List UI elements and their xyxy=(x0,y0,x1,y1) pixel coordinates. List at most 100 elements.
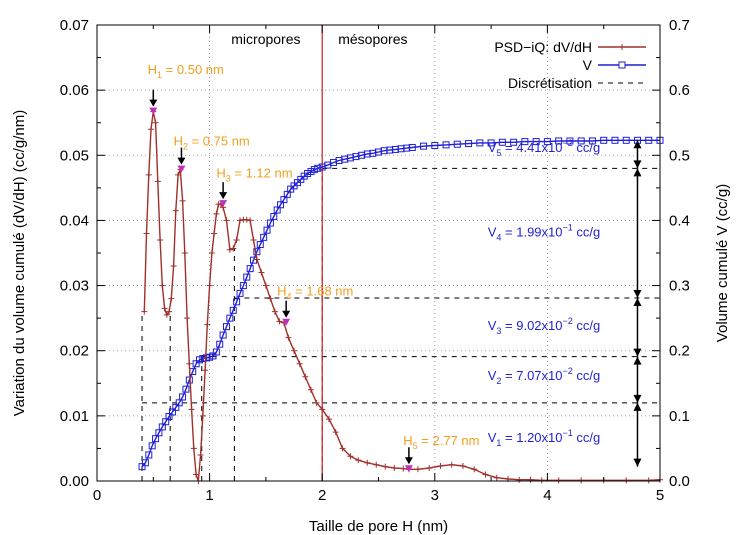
psd-point xyxy=(291,347,298,354)
v-point xyxy=(141,459,149,467)
psd-point xyxy=(143,230,150,237)
psd-point xyxy=(555,477,562,484)
psd-point xyxy=(208,250,215,256)
psd-point xyxy=(204,321,211,328)
psd-point xyxy=(437,463,444,470)
v-point xyxy=(212,348,220,356)
v-point xyxy=(270,213,278,221)
y-tick-label: 0.04 xyxy=(60,212,89,229)
psd-point xyxy=(332,429,339,436)
v-point xyxy=(145,451,153,459)
psd-point xyxy=(152,119,159,126)
psd-point xyxy=(493,474,500,481)
psd-point xyxy=(258,269,265,276)
psd-point xyxy=(262,282,269,289)
v-point xyxy=(236,289,244,297)
x-tick-label: 5 xyxy=(656,487,664,504)
psd-point xyxy=(516,476,523,483)
legend-label-v: V xyxy=(583,57,593,73)
psd-point xyxy=(482,471,489,478)
y-tick-label: 0.02 xyxy=(60,343,89,360)
v-point xyxy=(253,248,261,256)
psd-point xyxy=(391,464,398,471)
v-point xyxy=(453,140,461,148)
psd-point xyxy=(382,463,389,470)
v-point xyxy=(600,136,608,144)
v-point xyxy=(465,140,473,148)
v-point xyxy=(577,137,585,145)
peak-arrowhead xyxy=(282,310,291,318)
psd-point xyxy=(347,453,354,460)
peak-arrowhead xyxy=(149,99,158,107)
peak-marker xyxy=(404,465,413,473)
v-point xyxy=(222,323,230,331)
peak-label-2: H2 = 0.75 nm xyxy=(174,134,250,152)
psd-point xyxy=(157,236,164,243)
series xyxy=(138,108,664,484)
y2-tick-label: 0.6 xyxy=(669,82,690,99)
peak-marker xyxy=(177,165,186,173)
psd-point xyxy=(159,282,166,289)
psd-point xyxy=(645,477,652,484)
x-tick-label: 0 xyxy=(93,487,101,504)
v-point xyxy=(179,393,187,401)
volume-arrowhead xyxy=(633,394,642,403)
psd-point xyxy=(154,178,161,185)
psd-point xyxy=(527,476,534,483)
peak-marker xyxy=(149,107,158,115)
psd-point xyxy=(538,477,545,484)
psd-point xyxy=(202,367,209,374)
psd-point xyxy=(578,477,585,484)
psd-point xyxy=(319,406,326,413)
v-point xyxy=(219,331,227,339)
volume-arrowhead xyxy=(633,140,642,149)
peak-label-1: H1 = 0.50 nm xyxy=(148,62,224,80)
y-tick-label: 0.07 xyxy=(60,17,89,34)
v-point xyxy=(645,136,653,144)
y2-tick-label: 0.3 xyxy=(669,278,690,295)
psd-point xyxy=(233,236,240,243)
psd-point xyxy=(197,451,204,458)
v-point xyxy=(555,137,563,145)
psd-point xyxy=(459,463,466,470)
v-point xyxy=(408,143,416,151)
psd-point xyxy=(364,459,371,466)
psd-point xyxy=(168,295,175,302)
region-label-micropores: micropores xyxy=(231,31,300,47)
v-point xyxy=(148,442,156,450)
legend-label-psd: PSD−iQ: dV/dH xyxy=(494,39,592,55)
series-line-psd xyxy=(143,111,661,482)
psd-point xyxy=(313,399,320,406)
psd-point xyxy=(148,126,155,133)
psd-point xyxy=(237,217,244,224)
x-tick-label: 2 xyxy=(318,487,326,504)
y2-tick-label: 0.0 xyxy=(669,473,690,490)
v-point xyxy=(260,233,268,241)
v-point xyxy=(510,138,518,146)
y-tick-label: 0.05 xyxy=(60,147,89,164)
annotations: H1 = 0.50 nm H2 = 0.75 nm H3 = 1.12 nm H4 =… xyxy=(148,62,642,473)
psd-point xyxy=(471,466,478,473)
v-point xyxy=(216,340,224,348)
volume-label-3: V3 = 9.02x10−2 cc/g xyxy=(488,316,601,336)
volume-arrowhead xyxy=(633,289,642,298)
x-tick-label: 4 xyxy=(543,487,551,504)
psd-point xyxy=(243,216,250,223)
v-point xyxy=(611,136,619,144)
v-point xyxy=(431,142,439,150)
psd-point xyxy=(161,305,168,312)
psd-point xyxy=(325,416,332,423)
v-point xyxy=(229,306,237,314)
volume-arrowhead xyxy=(633,458,642,467)
peak-marker xyxy=(282,318,291,326)
psd-point xyxy=(276,318,283,325)
y-tick-label: 0.03 xyxy=(60,278,89,295)
psd-point xyxy=(166,308,173,315)
v-point xyxy=(566,137,574,145)
y-tick-label: 0.06 xyxy=(60,82,89,99)
psd-point xyxy=(184,315,191,322)
psd-point xyxy=(400,465,407,472)
y2-tick-label: 0.7 xyxy=(669,17,690,34)
x-tick-label: 1 xyxy=(205,487,213,504)
psd-point xyxy=(172,207,179,214)
